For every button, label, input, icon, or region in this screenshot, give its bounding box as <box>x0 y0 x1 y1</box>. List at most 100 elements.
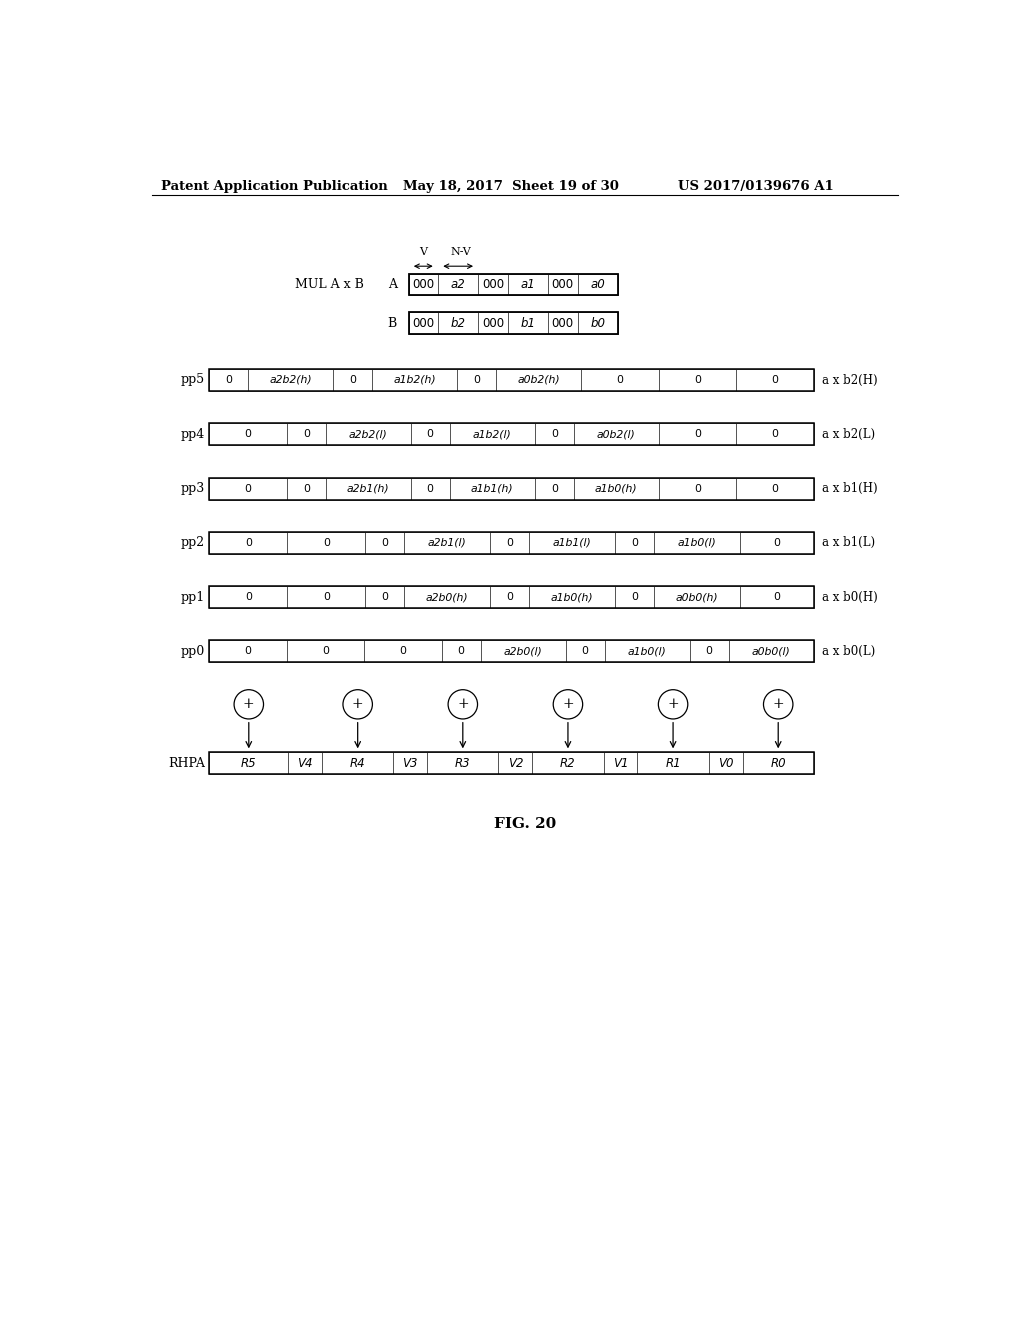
Circle shape <box>764 690 793 719</box>
Text: V: V <box>419 247 427 257</box>
Text: R0: R0 <box>770 756 786 770</box>
Text: 0: 0 <box>381 537 388 548</box>
Bar <box>209 424 814 445</box>
Bar <box>209 640 287 663</box>
Bar <box>578 313 617 334</box>
Text: 0: 0 <box>631 593 638 602</box>
Bar <box>248 370 334 391</box>
Bar <box>404 532 490 554</box>
Bar <box>739 532 814 554</box>
Bar <box>209 752 288 774</box>
Text: b1: b1 <box>520 317 536 330</box>
Bar <box>637 752 709 774</box>
Bar <box>365 640 442 663</box>
Bar <box>478 275 508 296</box>
Text: a2b0(l): a2b0(l) <box>504 647 543 656</box>
Text: 0: 0 <box>427 483 434 494</box>
Text: +: + <box>457 697 469 711</box>
Text: a x b0(L): a x b0(L) <box>821 645 874 657</box>
Bar <box>548 313 578 334</box>
Text: 000: 000 <box>413 317 434 330</box>
Bar <box>604 640 690 663</box>
Text: 000: 000 <box>552 317 573 330</box>
Text: R5: R5 <box>241 756 257 770</box>
Bar <box>508 275 548 296</box>
Text: a1b0(h): a1b0(h) <box>551 593 593 602</box>
Text: pp2: pp2 <box>180 536 205 549</box>
Bar <box>535 478 573 499</box>
Text: 0: 0 <box>245 647 252 656</box>
Text: +: + <box>243 697 255 711</box>
Bar <box>287 424 326 445</box>
Bar <box>582 370 658 391</box>
Text: 0: 0 <box>323 537 330 548</box>
Text: 000: 000 <box>413 279 434 292</box>
Text: US 2017/0139676 A1: US 2017/0139676 A1 <box>678 180 834 193</box>
Text: 0: 0 <box>773 593 780 602</box>
Text: 0: 0 <box>694 375 701 385</box>
Bar <box>573 424 658 445</box>
Text: a2b1(h): a2b1(h) <box>347 483 389 494</box>
Circle shape <box>658 690 688 719</box>
Text: a1b1(l): a1b1(l) <box>553 537 592 548</box>
Text: pp3: pp3 <box>180 482 205 495</box>
Bar <box>366 532 404 554</box>
Text: a0: a0 <box>590 279 605 292</box>
Text: a1b0(h): a1b0(h) <box>595 483 638 494</box>
Bar <box>409 313 438 334</box>
Text: 0: 0 <box>349 375 356 385</box>
Text: 0: 0 <box>473 375 480 385</box>
Text: 0: 0 <box>706 647 713 656</box>
Text: R3: R3 <box>455 756 471 770</box>
Text: 0: 0 <box>323 593 330 602</box>
Bar <box>603 752 637 774</box>
Bar <box>409 275 438 296</box>
Text: pp0: pp0 <box>180 645 205 657</box>
Circle shape <box>449 690 477 719</box>
Bar <box>393 752 427 774</box>
Bar <box>529 586 615 609</box>
Bar <box>366 586 404 609</box>
Bar <box>729 640 814 663</box>
Bar <box>496 370 582 391</box>
Text: 0: 0 <box>303 483 309 494</box>
Bar <box>450 424 535 445</box>
Text: 0: 0 <box>631 537 638 548</box>
Text: B: B <box>388 317 397 330</box>
Bar <box>209 478 287 499</box>
Circle shape <box>343 690 373 719</box>
Bar <box>508 313 548 334</box>
Text: 0: 0 <box>458 647 465 656</box>
Bar <box>372 370 458 391</box>
Text: V4: V4 <box>297 756 313 770</box>
Text: a2: a2 <box>451 279 466 292</box>
Text: 0: 0 <box>694 429 701 440</box>
Bar <box>442 640 480 663</box>
Bar <box>532 752 603 774</box>
Text: b2: b2 <box>451 317 466 330</box>
Text: A: A <box>388 279 397 292</box>
Bar <box>499 752 532 774</box>
Text: pp1: pp1 <box>180 590 205 603</box>
Text: May 18, 2017  Sheet 19 of 30: May 18, 2017 Sheet 19 of 30 <box>403 180 618 193</box>
Text: a1: a1 <box>520 279 536 292</box>
Text: N-V: N-V <box>451 247 472 257</box>
Bar <box>566 640 604 663</box>
Text: 0: 0 <box>772 375 778 385</box>
Bar <box>658 370 736 391</box>
Bar <box>548 275 578 296</box>
Text: 0: 0 <box>551 429 558 440</box>
Bar <box>573 478 658 499</box>
Text: a x b1(L): a x b1(L) <box>821 536 874 549</box>
Text: 0: 0 <box>245 593 252 602</box>
Text: a1b2(l): a1b2(l) <box>473 429 512 440</box>
Text: Patent Application Publication: Patent Application Publication <box>161 180 387 193</box>
Circle shape <box>553 690 583 719</box>
Text: 0: 0 <box>506 537 513 548</box>
Text: V3: V3 <box>402 756 418 770</box>
Text: 0: 0 <box>773 537 780 548</box>
Text: R1: R1 <box>666 756 681 770</box>
Bar <box>411 478 450 499</box>
Text: 000: 000 <box>482 317 504 330</box>
Bar <box>209 532 814 554</box>
